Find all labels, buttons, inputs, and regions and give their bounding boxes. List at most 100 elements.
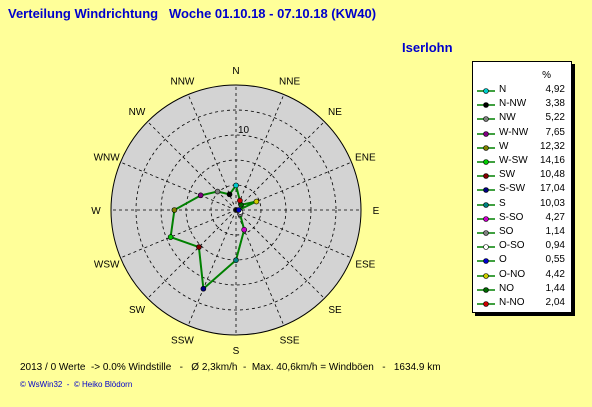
legend-label: N-NW	[499, 98, 527, 110]
data-point-n-no	[237, 197, 243, 204]
legend-label: N-NO	[499, 297, 525, 308]
legend-swatch	[477, 173, 495, 179]
legend-label: SW	[499, 169, 516, 181]
legend-value: 10,03	[539, 197, 565, 209]
data-point-w-nw	[197, 192, 204, 199]
legend-label: NO	[499, 282, 514, 294]
grid-spoke	[235, 209, 325, 299]
direction-label-sw: SW	[129, 305, 146, 316]
data-point-n-nw	[226, 191, 233, 198]
direction-label-ne: NE	[328, 107, 342, 118]
legend-swatch	[477, 301, 495, 307]
legend-label: S-SW	[499, 183, 526, 195]
direction-label-ese: ESE	[355, 260, 375, 271]
legend-value: 4,27	[545, 211, 565, 223]
legend-swatch	[477, 286, 495, 293]
legend-label: O	[499, 254, 507, 266]
grid-spoke	[235, 209, 352, 259]
legend-item: O-SO 0,94	[477, 240, 569, 254]
data-point-nw	[214, 188, 221, 195]
direction-label-ssw: SSW	[171, 335, 194, 346]
legend-value: 17,04	[539, 183, 565, 195]
grid-spoke	[120, 161, 237, 211]
legend-label: SO	[499, 226, 514, 237]
legend-label: W-NW	[499, 126, 529, 138]
station-name: Iserlohn	[402, 40, 453, 55]
grid-spoke	[147, 209, 237, 299]
grid-spoke	[120, 209, 237, 259]
legend-swatch	[477, 272, 495, 279]
legend-label: NW	[499, 112, 516, 124]
legend-swatch	[477, 144, 495, 151]
wind-rose-series	[167, 182, 260, 292]
chart-title: Verteilung Windrichtung Woche 01.10.18 -…	[8, 6, 377, 21]
legend-item: W-NW 7,65	[477, 127, 569, 141]
direction-label-n: N	[232, 66, 239, 77]
legend-swatch	[477, 201, 495, 208]
legend-item: N-NW 3,38	[477, 98, 569, 112]
legend-value: 14,16	[539, 155, 565, 166]
legend-label: N	[499, 84, 507, 95]
direction-label-w: W	[91, 206, 101, 217]
footer-stats: 2013 / 0 Werte -> 0.0% Windstille - Ø 2,…	[20, 362, 441, 373]
legend-swatch	[477, 116, 495, 123]
legend-item: W-SW 14,16	[477, 155, 569, 169]
grid-spoke	[187, 209, 237, 326]
legend-item: N-NO 2,04	[477, 297, 569, 311]
legend-value: 0,94	[545, 240, 565, 252]
direction-label-sse: SSE	[280, 335, 300, 346]
legend-item: O 0,55	[477, 254, 569, 268]
legend-label: O-NO	[499, 268, 526, 280]
legend-value: 1,14	[545, 226, 565, 237]
direction-label-s: S	[233, 346, 240, 357]
direction-label-wsw: WSW	[94, 260, 120, 271]
grid-spoke	[235, 94, 285, 211]
legend-item: SO 1,14	[477, 226, 569, 240]
legend-item: W 12,32	[477, 141, 569, 155]
legend: % N 4,92 N-NW 3,38 NW 5,22 W-NW 7,65 W 12,32 W-SW 1…	[472, 61, 572, 313]
legend-value: 7,65	[545, 126, 565, 138]
legend-swatch	[477, 187, 495, 194]
legend-value: 2,04	[545, 297, 565, 308]
data-point-sw	[196, 244, 202, 250]
footer-credit: © WsWin32 - © Heiko Blödorn	[20, 380, 133, 389]
legend-label: S	[499, 197, 506, 209]
grid-spoke	[147, 121, 237, 211]
legend-label: S-SO	[499, 211, 524, 223]
legend-value: 5,22	[545, 112, 565, 124]
grid-spoke	[187, 94, 237, 211]
legend-label: O-SO	[499, 240, 525, 252]
direction-label-nne: NNE	[279, 77, 300, 88]
data-point-o-no	[253, 198, 260, 205]
direction-label-e: E	[373, 206, 380, 217]
legend-item: S-SO 4,27	[477, 212, 569, 226]
legend-item: O-NO 4,42	[477, 269, 569, 283]
grid-ring	[135, 109, 337, 311]
legend-label: W-SW	[499, 155, 528, 166]
legend-value: 3,38	[545, 98, 565, 110]
legend-swatch	[477, 102, 495, 108]
direction-labels: N NNE NE ENE E ESE SE SSE S SSW SW WSW W WNW NW NNW	[91, 66, 379, 357]
legend-item: NO 1,44	[477, 283, 569, 297]
legend-item: N 4,92	[477, 84, 569, 98]
legend-label: W	[499, 140, 509, 152]
direction-label-ene: ENE	[355, 152, 376, 163]
legend-value: 4,42	[545, 268, 565, 280]
legend-swatch	[477, 130, 495, 137]
grid-spoke	[235, 121, 325, 211]
data-point-o	[235, 207, 242, 213]
direction-label-nnw: NNW	[170, 77, 194, 88]
legend-item: NW 5,22	[477, 112, 569, 126]
legend-value: 10,48	[539, 169, 565, 181]
direction-label-nw: NW	[129, 107, 146, 118]
data-point-s-sw	[200, 285, 207, 292]
legend-value: 12,32	[539, 140, 565, 152]
wind-rose-spokes	[111, 85, 361, 335]
legend-item: S 10,03	[477, 198, 569, 212]
legend-value: 0,55	[545, 254, 565, 266]
legend-swatch	[477, 258, 495, 265]
legend-unit: %	[542, 70, 551, 81]
legend-swatch	[477, 88, 495, 94]
data-point-n	[233, 182, 239, 189]
